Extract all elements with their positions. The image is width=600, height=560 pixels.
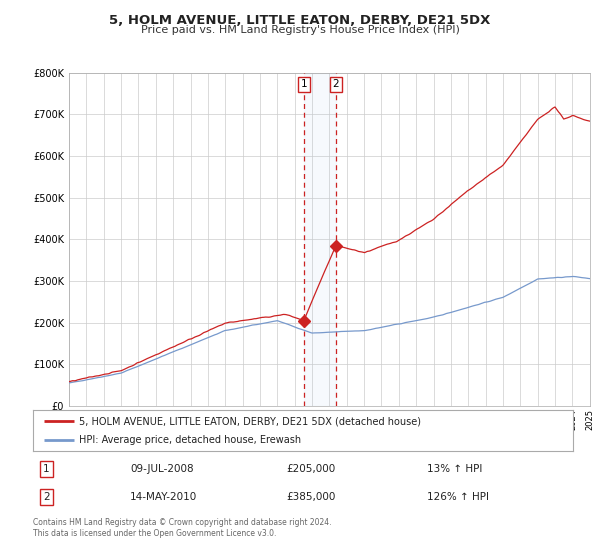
Text: 126% ↑ HPI: 126% ↑ HPI <box>427 492 489 502</box>
Text: This data is licensed under the Open Government Licence v3.0.: This data is licensed under the Open Gov… <box>33 529 277 538</box>
Text: Contains HM Land Registry data © Crown copyright and database right 2024.: Contains HM Land Registry data © Crown c… <box>33 518 331 527</box>
Text: 14-MAY-2010: 14-MAY-2010 <box>130 492 197 502</box>
Text: £205,000: £205,000 <box>287 464 336 474</box>
Text: 2: 2 <box>332 80 339 90</box>
Text: 09-JUL-2008: 09-JUL-2008 <box>130 464 194 474</box>
Text: 13% ↑ HPI: 13% ↑ HPI <box>427 464 482 474</box>
Text: 1: 1 <box>43 464 50 474</box>
Text: HPI: Average price, detached house, Erewash: HPI: Average price, detached house, Erew… <box>79 435 301 445</box>
Text: 1: 1 <box>301 80 307 90</box>
Text: 5, HOLM AVENUE, LITTLE EATON, DERBY, DE21 5DX: 5, HOLM AVENUE, LITTLE EATON, DERBY, DE2… <box>109 14 491 27</box>
Text: 2: 2 <box>43 492 50 502</box>
Text: 5, HOLM AVENUE, LITTLE EATON, DERBY, DE21 5DX (detached house): 5, HOLM AVENUE, LITTLE EATON, DERBY, DE2… <box>79 417 421 426</box>
Text: Price paid vs. HM Land Registry's House Price Index (HPI): Price paid vs. HM Land Registry's House … <box>140 25 460 35</box>
Bar <box>304 73 336 406</box>
Text: £385,000: £385,000 <box>287 492 336 502</box>
